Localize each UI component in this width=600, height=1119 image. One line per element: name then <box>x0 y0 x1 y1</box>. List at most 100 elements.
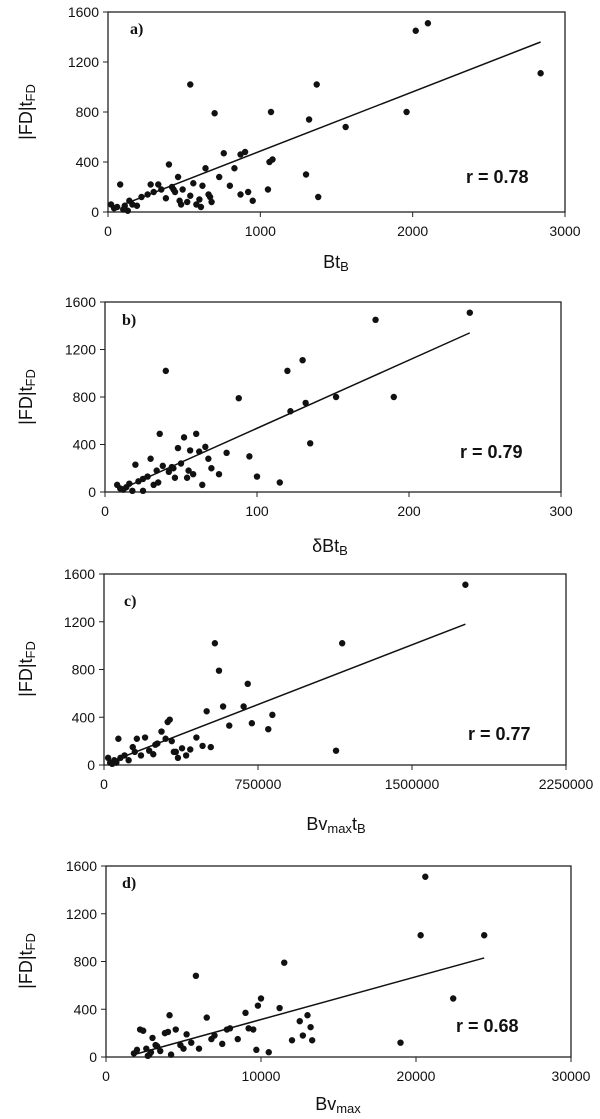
data-point <box>462 581 469 588</box>
data-point <box>372 316 379 324</box>
correlation-label: r = 0.78 <box>466 167 529 187</box>
y-tick-label: 0 <box>91 204 99 220</box>
y-tick-label: 1600 <box>65 294 96 310</box>
data-point <box>299 1032 307 1039</box>
data-point <box>220 150 227 157</box>
data-point <box>235 394 242 402</box>
data-point <box>390 393 397 401</box>
data-point <box>133 1046 141 1054</box>
chart-panel-2: 0 400 800 1200 1600 0 100 200 300 b) r = 0.79 δBtB |… <box>16 294 573 558</box>
data-point <box>537 70 544 77</box>
data-point <box>249 197 256 204</box>
data-point <box>424 20 432 27</box>
x-tick-label: 30000 <box>552 1068 591 1084</box>
data-point <box>182 752 190 759</box>
y-tick-label: 400 <box>73 437 97 453</box>
data-point <box>129 487 136 495</box>
data-point <box>155 479 162 486</box>
correlation-label: r = 0.68 <box>456 1016 519 1036</box>
data-point <box>281 959 288 966</box>
data-point <box>139 487 147 495</box>
data-point <box>253 473 261 480</box>
data-point <box>308 1037 316 1044</box>
data-point <box>234 1035 241 1043</box>
y-axis-title: |FD|tFD <box>16 641 38 697</box>
data-point <box>342 123 349 131</box>
data-point <box>133 202 141 209</box>
y-tick-label: 400 <box>72 709 96 725</box>
trend-line <box>107 623 466 764</box>
data-point <box>269 156 276 163</box>
data-point <box>208 1035 215 1043</box>
data-point <box>244 680 251 688</box>
data-point <box>417 932 424 939</box>
data-point <box>241 148 249 156</box>
data-point <box>165 468 173 476</box>
y-tick-label: 0 <box>87 757 95 773</box>
data-point <box>231 165 238 172</box>
x-tick-label: 2000 <box>397 223 428 239</box>
data-point <box>481 932 488 939</box>
data-point <box>104 754 112 762</box>
data-point <box>244 188 252 196</box>
data-point <box>166 716 173 723</box>
data-point <box>223 449 230 457</box>
data-point <box>284 367 291 375</box>
data-point <box>162 195 170 202</box>
data-point <box>137 752 145 759</box>
data-point <box>168 737 175 745</box>
data-point <box>170 186 177 193</box>
data-point <box>132 461 139 468</box>
x-axis-title: Bvmax <box>315 1094 361 1116</box>
data-point <box>193 734 200 741</box>
data-point <box>150 751 157 758</box>
data-point <box>466 309 473 316</box>
data-point <box>199 182 206 189</box>
data-point <box>237 191 244 198</box>
data-point <box>250 1026 257 1033</box>
data-point <box>240 703 247 710</box>
data-point <box>180 434 188 441</box>
data-point <box>315 193 322 201</box>
data-point <box>113 203 121 211</box>
data-point <box>187 81 194 88</box>
data-point <box>174 444 182 452</box>
data-point <box>307 1023 314 1031</box>
data-point <box>254 1002 262 1009</box>
data-point <box>276 479 283 486</box>
y-tick-label: 1200 <box>68 54 99 70</box>
data-point <box>215 667 223 674</box>
data-point <box>304 1012 311 1019</box>
data-point <box>208 465 215 472</box>
panel-letter: b) <box>122 312 136 329</box>
correlation-label: r = 0.79 <box>460 442 523 462</box>
data-point <box>180 1045 187 1052</box>
data-point <box>199 742 206 750</box>
data-point <box>179 186 186 193</box>
y-axis-title: |FD|tFD <box>16 369 38 425</box>
x-tick-label: 100 <box>245 503 269 519</box>
data-point <box>253 1046 260 1054</box>
correlation-label: r = 0.77 <box>468 724 531 744</box>
y-axis-title: |FD|tFD <box>16 84 38 140</box>
y-tick-label: 0 <box>88 484 96 500</box>
x-tick-label: 750000 <box>235 776 282 792</box>
data-point <box>267 108 275 116</box>
data-point <box>133 735 141 742</box>
data-point <box>202 165 209 172</box>
x-tick-label: 0 <box>100 776 108 792</box>
trend-line <box>133 957 485 1056</box>
data-point <box>157 1047 164 1055</box>
data-point <box>183 1031 190 1038</box>
data-point <box>196 196 203 203</box>
data-point <box>190 180 197 187</box>
y-tick-label: 1200 <box>65 342 96 358</box>
y-tick-label: 1200 <box>64 614 95 630</box>
data-point <box>257 995 265 1002</box>
data-point <box>215 470 223 478</box>
data-point <box>299 356 306 364</box>
data-point <box>172 1026 179 1033</box>
data-point <box>193 430 200 438</box>
data-point <box>197 203 205 211</box>
data-point <box>208 198 215 206</box>
